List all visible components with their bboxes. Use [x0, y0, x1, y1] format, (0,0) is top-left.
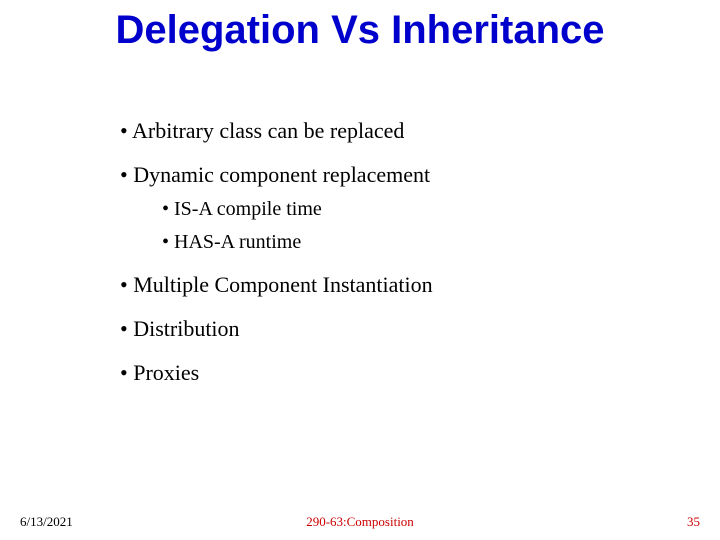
bullet-item: • IS-A compile time [162, 198, 660, 221]
slide-title: Delegation Vs Inheritance [0, 8, 720, 53]
bullet-text: Dynamic component replacement [133, 162, 430, 187]
bullet-marker: • [120, 272, 128, 297]
bullet-item: • Distribution [120, 316, 660, 342]
bullet-item: • Dynamic component replacement [120, 162, 660, 188]
bullet-marker: • [162, 231, 169, 253]
footer-page-number: 35 [687, 514, 700, 530]
bullet-marker: • [120, 360, 128, 385]
bullet-text: IS-A compile time [174, 198, 322, 220]
bullet-text: Arbitrary class can be replaced [132, 118, 404, 143]
bullet-item: • Proxies [120, 360, 660, 386]
bullet-text: HAS-A runtime [174, 231, 301, 253]
bullet-text: Distribution [133, 316, 239, 341]
bullet-marker: • [120, 118, 128, 143]
bullet-item: • Arbitrary class can be replaced [120, 118, 660, 144]
bullet-item: • HAS-A runtime [162, 231, 660, 254]
slide-footer: 6/13/2021 290-63:Composition 35 [0, 510, 720, 530]
slide-body: • Arbitrary class can be replaced • Dyna… [120, 100, 660, 396]
bullet-text: Multiple Component Instantiation [133, 272, 432, 297]
bullet-text: Proxies [133, 360, 199, 385]
bullet-marker: • [120, 162, 128, 187]
bullet-marker: • [162, 198, 169, 220]
bullet-item: • Multiple Component Instantiation [120, 272, 660, 298]
bullet-marker: • [120, 316, 128, 341]
slide: Delegation Vs Inheritance • Arbitrary cl… [0, 0, 720, 540]
footer-center: 290-63:Composition [0, 514, 720, 530]
